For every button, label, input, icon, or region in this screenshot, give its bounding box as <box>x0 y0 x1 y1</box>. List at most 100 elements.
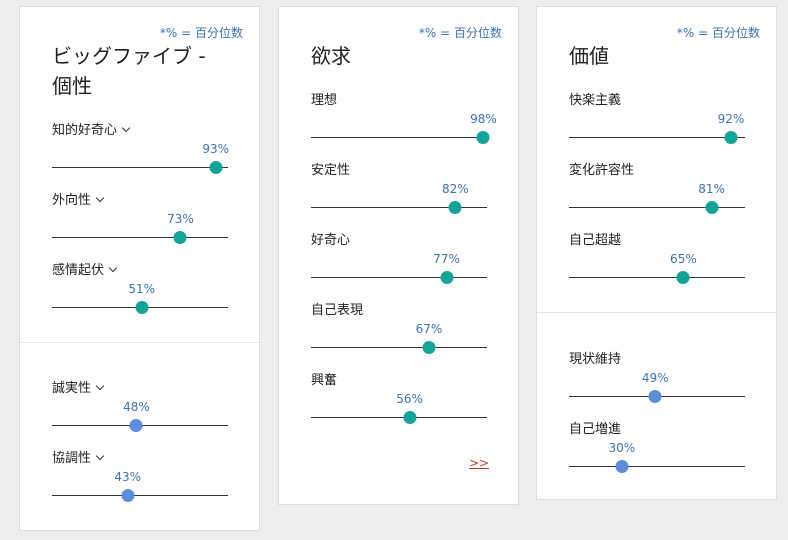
slider-track <box>311 137 487 138</box>
trait-name: 現状維持 <box>569 352 622 367</box>
chevron-down-icon[interactable] <box>95 193 105 203</box>
slider-dot <box>173 231 187 244</box>
percentile-note: *% = 百分位数 <box>159 26 243 40</box>
trait-label: 安定性 <box>311 159 350 178</box>
slider-track <box>311 417 487 418</box>
trait-label[interactable]: 誠実性 <box>52 377 105 396</box>
trait-name: 快楽主義 <box>569 93 622 108</box>
slider-dot <box>422 341 436 354</box>
big-five-title: ビッグファイブ - 個性 <box>52 41 206 101</box>
big-five-card: *% = 百分位数 ビッグファイブ - 個性 知的好奇心 93% 外向性 73% 感… <box>19 6 260 531</box>
percentile-note: *% = 百分位数 <box>418 26 502 40</box>
percentile-value: 48% <box>123 400 150 414</box>
chevron-down-icon[interactable] <box>95 451 105 461</box>
slider-track <box>569 137 745 138</box>
trait-name: 知的好奇心 <box>52 123 118 138</box>
trait-agreeableness: 協調性 43% <box>52 447 228 507</box>
slider-track <box>52 237 228 238</box>
slider-track <box>311 347 487 348</box>
percentile-value: 92% <box>717 112 745 126</box>
trait-label: 興奮 <box>311 369 337 388</box>
big-five-title-line1: ビッグファイブ - <box>52 44 206 68</box>
slider-dot <box>209 161 223 174</box>
trait-name: 協調性 <box>52 451 92 466</box>
slider-dot <box>129 419 143 432</box>
need-self-expression: 自己表現 67% <box>311 299 487 359</box>
trait-name: 理想 <box>311 93 338 108</box>
percentile-value: 93% <box>202 142 230 156</box>
trait-name: 安定性 <box>311 163 351 178</box>
slider-dot <box>648 390 662 403</box>
slider-track <box>569 207 745 208</box>
trait-name: 好奇心 <box>311 233 351 248</box>
need-stability: 安定性 82% <box>311 159 487 219</box>
slider-track <box>569 277 745 278</box>
percentile-value: 51% <box>128 282 156 296</box>
percentile-value: 82% <box>441 182 469 196</box>
trait-label: 自己超越 <box>569 229 621 248</box>
percentile-value: 98% <box>470 112 497 126</box>
slider-track <box>52 495 228 496</box>
slider-dot <box>724 131 738 144</box>
slider-dot <box>448 201 462 214</box>
value-openness-to-change: 変化許容性 81% <box>569 159 745 219</box>
trait-label: 自己表現 <box>311 299 363 318</box>
value-self-enhancement: 自己増進 30% <box>569 418 745 478</box>
chevron-down-icon[interactable] <box>108 263 118 273</box>
trait-name: 自己超越 <box>569 233 622 248</box>
trait-openness: 知的好奇心 93% <box>52 119 230 179</box>
need-ideal: 理想 98% <box>311 89 497 149</box>
trait-label: 現状維持 <box>569 348 621 367</box>
section-divider <box>20 342 259 343</box>
slider-dot <box>615 460 629 473</box>
slider-track <box>311 207 487 208</box>
trait-conscientiousness: 誠実性 48% <box>52 377 228 437</box>
trait-label[interactable]: 知的好奇心 <box>52 119 131 138</box>
chevron-down-icon[interactable] <box>95 381 105 391</box>
need-curiosity: 好奇心 77% <box>311 229 487 289</box>
slider-dot <box>705 201 719 214</box>
slider-dot <box>403 411 417 424</box>
slider-dot <box>121 489 135 502</box>
percentile-value: 43% <box>114 470 142 484</box>
needs-title: 欲求 <box>311 44 351 68</box>
value-hedonism: 快楽主義 92% <box>569 89 745 149</box>
trait-label: 理想 <box>311 89 337 108</box>
trait-label[interactable]: 協調性 <box>52 447 105 466</box>
trait-label[interactable]: 外向性 <box>52 189 105 208</box>
section-divider <box>537 312 776 313</box>
percentile-value: 67% <box>415 322 443 336</box>
more-link[interactable]: >> <box>469 456 490 470</box>
trait-name: 自己表現 <box>311 303 364 318</box>
trait-extraversion: 外向性 73% <box>52 189 228 249</box>
trait-name: 誠実性 <box>52 381 92 396</box>
trait-neuroticism: 感情起伏 51% <box>52 259 228 319</box>
values-title: 価値 <box>569 44 609 68</box>
percentile-value: 81% <box>698 182 725 196</box>
percentile-value: 65% <box>670 252 697 266</box>
percentile-value: 73% <box>167 212 194 226</box>
slider-track <box>311 277 487 278</box>
big-five-title-line2: 個性 <box>52 74 92 98</box>
trait-label: 快楽主義 <box>569 89 621 108</box>
slider-dot <box>476 131 490 144</box>
slider-track <box>569 466 745 467</box>
trait-name: 変化許容性 <box>569 163 635 178</box>
values-card: *% = 百分位数 価値 快楽主義 92% 変化許容性 81% 自己超越 65% 現状… <box>536 6 777 500</box>
value-self-transcendence: 自己超越 65% <box>569 229 745 289</box>
trait-name: 自己増進 <box>569 422 622 437</box>
percentile-value: 49% <box>641 371 669 385</box>
slider-dot <box>440 271 454 284</box>
trait-label: 好奇心 <box>311 229 350 248</box>
value-conservation: 現状維持 49% <box>569 348 745 408</box>
chevron-down-icon[interactable] <box>121 123 131 133</box>
slider-dot <box>676 271 690 284</box>
trait-name: 外向性 <box>52 193 92 208</box>
percentile-value: 56% <box>396 392 423 406</box>
slider-track <box>52 167 228 168</box>
trait-label: 自己増進 <box>569 418 621 437</box>
trait-name: 感情起伏 <box>52 263 105 278</box>
trait-label[interactable]: 感情起伏 <box>52 259 118 278</box>
trait-name: 興奮 <box>311 373 338 388</box>
percentile-note: *% = 百分位数 <box>676 26 760 40</box>
